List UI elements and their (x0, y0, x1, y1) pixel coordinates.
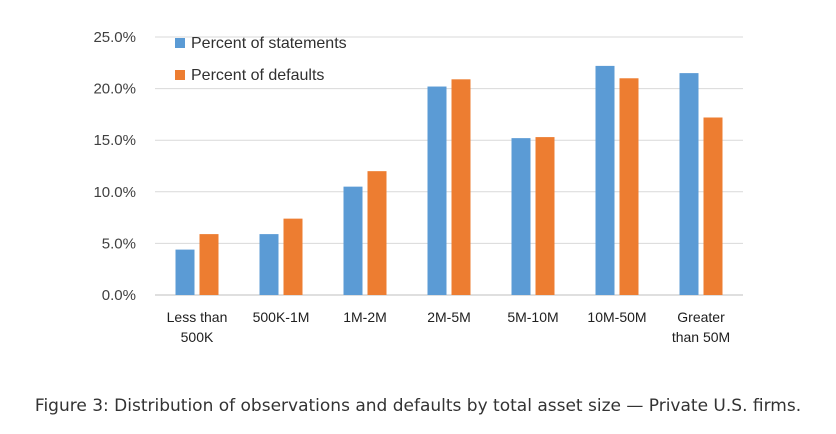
y-axis-ticks: 0.0% 5.0% 10.0% 15.0% 20.0% 25.0% (93, 29, 136, 304)
x-tick-label: 5M-10M (507, 309, 558, 325)
statements-bar (511, 138, 531, 295)
defaults-bar (619, 78, 639, 295)
y-tick-label: 10.0% (93, 184, 136, 201)
figure-caption: Figure 3: Distribution of observations a… (34, 396, 802, 416)
x-tick-label: Less than (167, 309, 228, 325)
bar-chart: 0.0% 5.0% 10.0% 15.0% 20.0% 25.0% Less than 50… (93, 29, 743, 345)
x-tick-label: 1M-2M (343, 309, 387, 325)
defaults-bar (451, 79, 471, 295)
defaults-bar (535, 137, 555, 295)
bars (175, 65, 723, 296)
gridlines (155, 36, 743, 296)
y-tick-label: 15.0% (93, 132, 136, 149)
x-tick-label: 500K (181, 329, 214, 345)
defaults-bar (283, 218, 303, 295)
statements-bar (595, 65, 615, 295)
y-tick-label: 5.0% (102, 235, 136, 252)
x-tick-label: Greater (677, 309, 725, 325)
legend-label: Percent of statements (191, 35, 347, 52)
statements-bar (259, 234, 279, 295)
x-tick-label: 500K-1M (253, 309, 310, 325)
x-tick-label: 10M-50M (587, 309, 646, 325)
legend-swatch (175, 38, 185, 48)
y-tick-label: 20.0% (93, 81, 136, 98)
x-axis-labels: Less than 500K 500K-1M 1M-2M 2M-5M 5M-10M 10M-… (167, 309, 731, 345)
legend-label: Percent of defaults (191, 67, 324, 84)
statements-bar (679, 73, 699, 296)
defaults-bar (703, 117, 723, 295)
statements-bar (343, 186, 363, 295)
statements-bar (175, 249, 195, 295)
x-tick-label: than 50M (672, 329, 730, 345)
legend: Percent of statements Percent of defaults (175, 35, 347, 84)
y-tick-label: 0.0% (102, 287, 136, 304)
legend-swatch (175, 70, 185, 80)
y-tick-label: 25.0% (93, 29, 136, 46)
defaults-bar (367, 171, 387, 295)
statements-bar (427, 86, 447, 295)
defaults-bar (199, 234, 219, 295)
x-tick-label: 2M-5M (427, 309, 471, 325)
